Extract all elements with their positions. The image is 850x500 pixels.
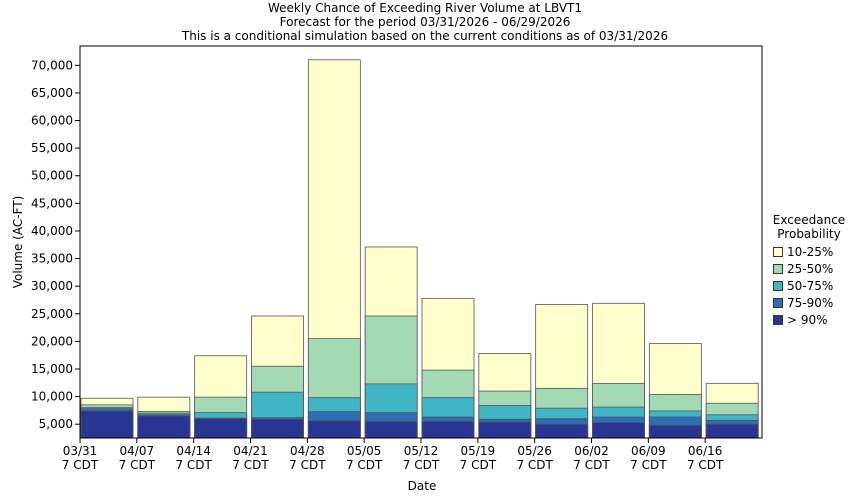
x-tick-label-date: 03/31	[63, 444, 98, 458]
legend-label-10-25: 10-25%	[787, 244, 834, 259]
bar-90-05-05	[364, 421, 418, 439]
x-tick-label-date: 04/21	[233, 444, 268, 458]
x-tick-label-tz: 7 CDT	[573, 458, 610, 472]
y-tick-label: 45,000	[31, 196, 73, 210]
legend-title-line-2: Probability	[777, 227, 841, 241]
x-tick-label-tz: 7 CDT	[62, 458, 99, 472]
y-tick-label: 60,000	[31, 114, 73, 128]
x-tick-label-tz: 7 CDT	[630, 458, 667, 472]
x-tick-label-date: 05/26	[517, 444, 552, 458]
legend-label-25-50: 25-50%	[787, 261, 834, 276]
legend-item-75-90: 75-90%	[773, 294, 847, 311]
y-tick-label: 65,000	[31, 86, 73, 100]
x-tick-label-date: 06/02	[574, 444, 609, 458]
bar-stack-group	[80, 59, 759, 439]
legend-label-gt-90: > 90%	[787, 312, 828, 327]
y-tick-label: 15,000	[31, 362, 73, 376]
chart-subtitle-conditions: This is a conditional simulation based o…	[181, 29, 669, 43]
bar-90-05-12	[421, 421, 475, 439]
bar-90-06-16	[705, 423, 759, 439]
legend-swatch-gt-90	[773, 314, 783, 325]
x-tick-label-date: 05/12	[404, 444, 439, 458]
bar-90-03-31	[80, 410, 134, 439]
legend-item-50-75: 50-75%	[773, 277, 847, 294]
y-tick-label: 30,000	[31, 279, 73, 293]
legend-label-50-75: 50-75%	[787, 278, 834, 293]
x-axis-label: Date	[408, 479, 437, 493]
y-tick-label: 5,000	[39, 417, 73, 431]
y-tick-label: 10,000	[31, 390, 73, 404]
x-tick-label-date: 04/14	[176, 444, 211, 458]
x-tick-label-date: 05/05	[347, 444, 382, 458]
x-tick-label-tz: 7 CDT	[403, 458, 440, 472]
y-tick-label: 20,000	[31, 334, 73, 348]
y-tick-label: 25,000	[31, 307, 73, 321]
y-tick-label: 35,000	[31, 252, 73, 266]
y-tick-label: 55,000	[31, 141, 73, 155]
x-tick-label-tz: 7 CDT	[119, 458, 156, 472]
y-tick-label: 50,000	[31, 169, 73, 183]
x-tick-label-tz: 7 CDT	[687, 458, 724, 472]
legend-item-25-50: 25-50%	[773, 260, 847, 277]
bar-90-05-26	[535, 423, 589, 439]
legend-item-10-25: 10-25%	[773, 243, 847, 260]
legend-swatch-75-90	[773, 297, 783, 308]
legend-title-line-1: Exceedance	[772, 213, 846, 227]
chart-title: Weekly Chance of Exceeding River Volume …	[267, 1, 582, 15]
x-tick-label-tz: 7 CDT	[516, 458, 553, 472]
y-axis-label: Volume (AC-FT)	[11, 196, 25, 289]
bar-90-04-14	[194, 418, 248, 439]
x-tick-label-date: 06/16	[688, 444, 723, 458]
legend-swatch-25-50	[773, 263, 783, 274]
x-tick-label-tz: 7 CDT	[232, 458, 269, 472]
legend-swatch-10-25	[773, 246, 783, 257]
legend-item-gt-90: > 90%	[773, 311, 847, 328]
bar-90-04-07	[137, 415, 191, 439]
bar-90-04-28	[307, 420, 361, 439]
x-tick-label-date: 06/09	[631, 444, 666, 458]
legend-swatch-50-75	[773, 280, 783, 291]
bar-90-05-19	[478, 421, 532, 439]
bar-90-04-21	[251, 418, 304, 439]
legend-label-75-90: 75-90%	[787, 295, 834, 310]
legend: Exceedance Probability 10-25% 25-50% 50-…	[772, 213, 847, 328]
chart-subtitle-period: Forecast for the period 03/31/2026 - 06/…	[279, 15, 571, 29]
y-tick-label: 40,000	[31, 224, 73, 238]
y-axis-ticks: 5,000 10,000 15,000 20,000 25,000 30,000 35,00…	[31, 58, 80, 431]
x-tick-label-date: 05/19	[461, 444, 496, 458]
bar-90-06-09	[648, 424, 702, 439]
x-tick-label-date: 04/07	[120, 444, 155, 458]
bar-90-06-02	[592, 422, 645, 439]
y-tick-label: 70,000	[31, 58, 73, 72]
x-tick-label-tz: 7 CDT	[175, 458, 212, 472]
x-tick-label-tz: 7 CDT	[289, 458, 326, 472]
x-tick-label-date: 04/28	[290, 444, 325, 458]
x-tick-label-tz: 7 CDT	[460, 458, 497, 472]
x-tick-label-tz: 7 CDT	[346, 458, 383, 472]
